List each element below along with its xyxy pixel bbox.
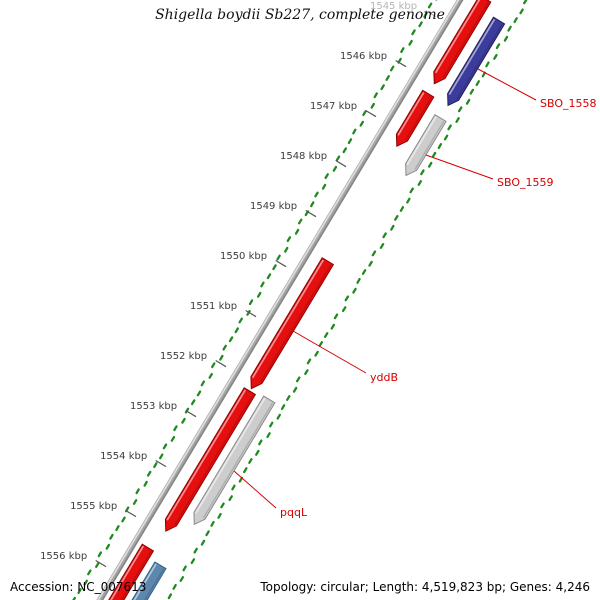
tick-mark — [125, 509, 137, 518]
gene-cds-1[interactable] — [433, 0, 492, 85]
label-leader-line — [292, 330, 367, 374]
gene-label-SBO_1558[interactable]: SBO_1558 — [477, 68, 597, 110]
gene-label-text[interactable]: yddB — [370, 371, 398, 384]
tick-mark — [275, 259, 287, 268]
status-summary: Topology: circular; Length: 4,519,823 bp… — [260, 580, 590, 594]
orf-dots-right — [167, 0, 528, 600]
ruler-ticks: 1545 kbp 1546 kbp 1547 kbp 1548 kbp 1549 kbp… — [40, 1, 437, 568]
gene-labels: SBO_1558 SBO_1559 yddB pqqL — [233, 68, 597, 519]
tick-mark — [185, 409, 197, 418]
tick-mark — [305, 209, 317, 218]
label-leader-line — [425, 154, 494, 180]
tick-mark — [245, 309, 257, 318]
tick-mark — [425, 9, 437, 18]
gene-label-yddB[interactable]: yddB — [292, 330, 398, 384]
label-leader-line — [477, 68, 537, 101]
tick-label: 1548 kbp — [280, 151, 327, 162]
tick-label: 1550 kbp — [220, 251, 267, 262]
tick-label: 1554 kbp — [100, 451, 147, 462]
orf-dots-left — [72, 0, 438, 600]
gene-cds-2[interactable] — [395, 89, 435, 147]
gene-label-SBO_1559[interactable]: SBO_1559 — [425, 154, 554, 189]
tick-label: 1546 kbp — [340, 51, 387, 62]
tick-mark — [215, 359, 227, 368]
gene-cds-4[interactable] — [104, 543, 155, 600]
tick-label: 1556 kbp — [40, 551, 87, 562]
genome-backbone — [96, 0, 464, 600]
tick-mark — [335, 159, 347, 168]
gene-label-text[interactable]: SBO_1559 — [497, 176, 554, 189]
tick-label: 1551 kbp — [190, 301, 237, 312]
gene-pqqL[interactable] — [193, 395, 276, 526]
tick-label: 1547 kbp — [310, 101, 357, 112]
gene-SBO_1558[interactable] — [447, 16, 506, 107]
tick-mark — [95, 559, 107, 568]
gene-label-pqqL[interactable]: pqqL — [233, 470, 308, 519]
map-title: Shigella boydii Sb227, complete genome — [155, 7, 445, 23]
gene-SBO_1559[interactable] — [405, 114, 447, 177]
gene-yddB[interactable] — [250, 257, 335, 390]
status-accession: Accession: NC_007613 — [10, 580, 147, 594]
gene-label-text[interactable]: pqqL — [280, 506, 308, 519]
tick-label: 1552 kbp — [160, 351, 207, 362]
gene-cds-5[interactable] — [121, 561, 167, 600]
tick-label: 1555 kbp — [70, 501, 117, 512]
tick-label: 1549 kbp — [250, 201, 297, 212]
tick-mark — [155, 459, 167, 468]
gene-label-text[interactable]: SBO_1558 — [540, 97, 597, 110]
tick-label: 1553 kbp — [130, 401, 177, 412]
gene-cds-3[interactable] — [164, 387, 257, 532]
label-leader-line — [233, 470, 277, 509]
tick-mark — [395, 59, 407, 68]
status-bar: Accession: NC_007613 Topology: circular;… — [0, 580, 600, 594]
tick-mark — [365, 109, 377, 118]
tick-label: 1545 kbp — [370, 1, 417, 12]
